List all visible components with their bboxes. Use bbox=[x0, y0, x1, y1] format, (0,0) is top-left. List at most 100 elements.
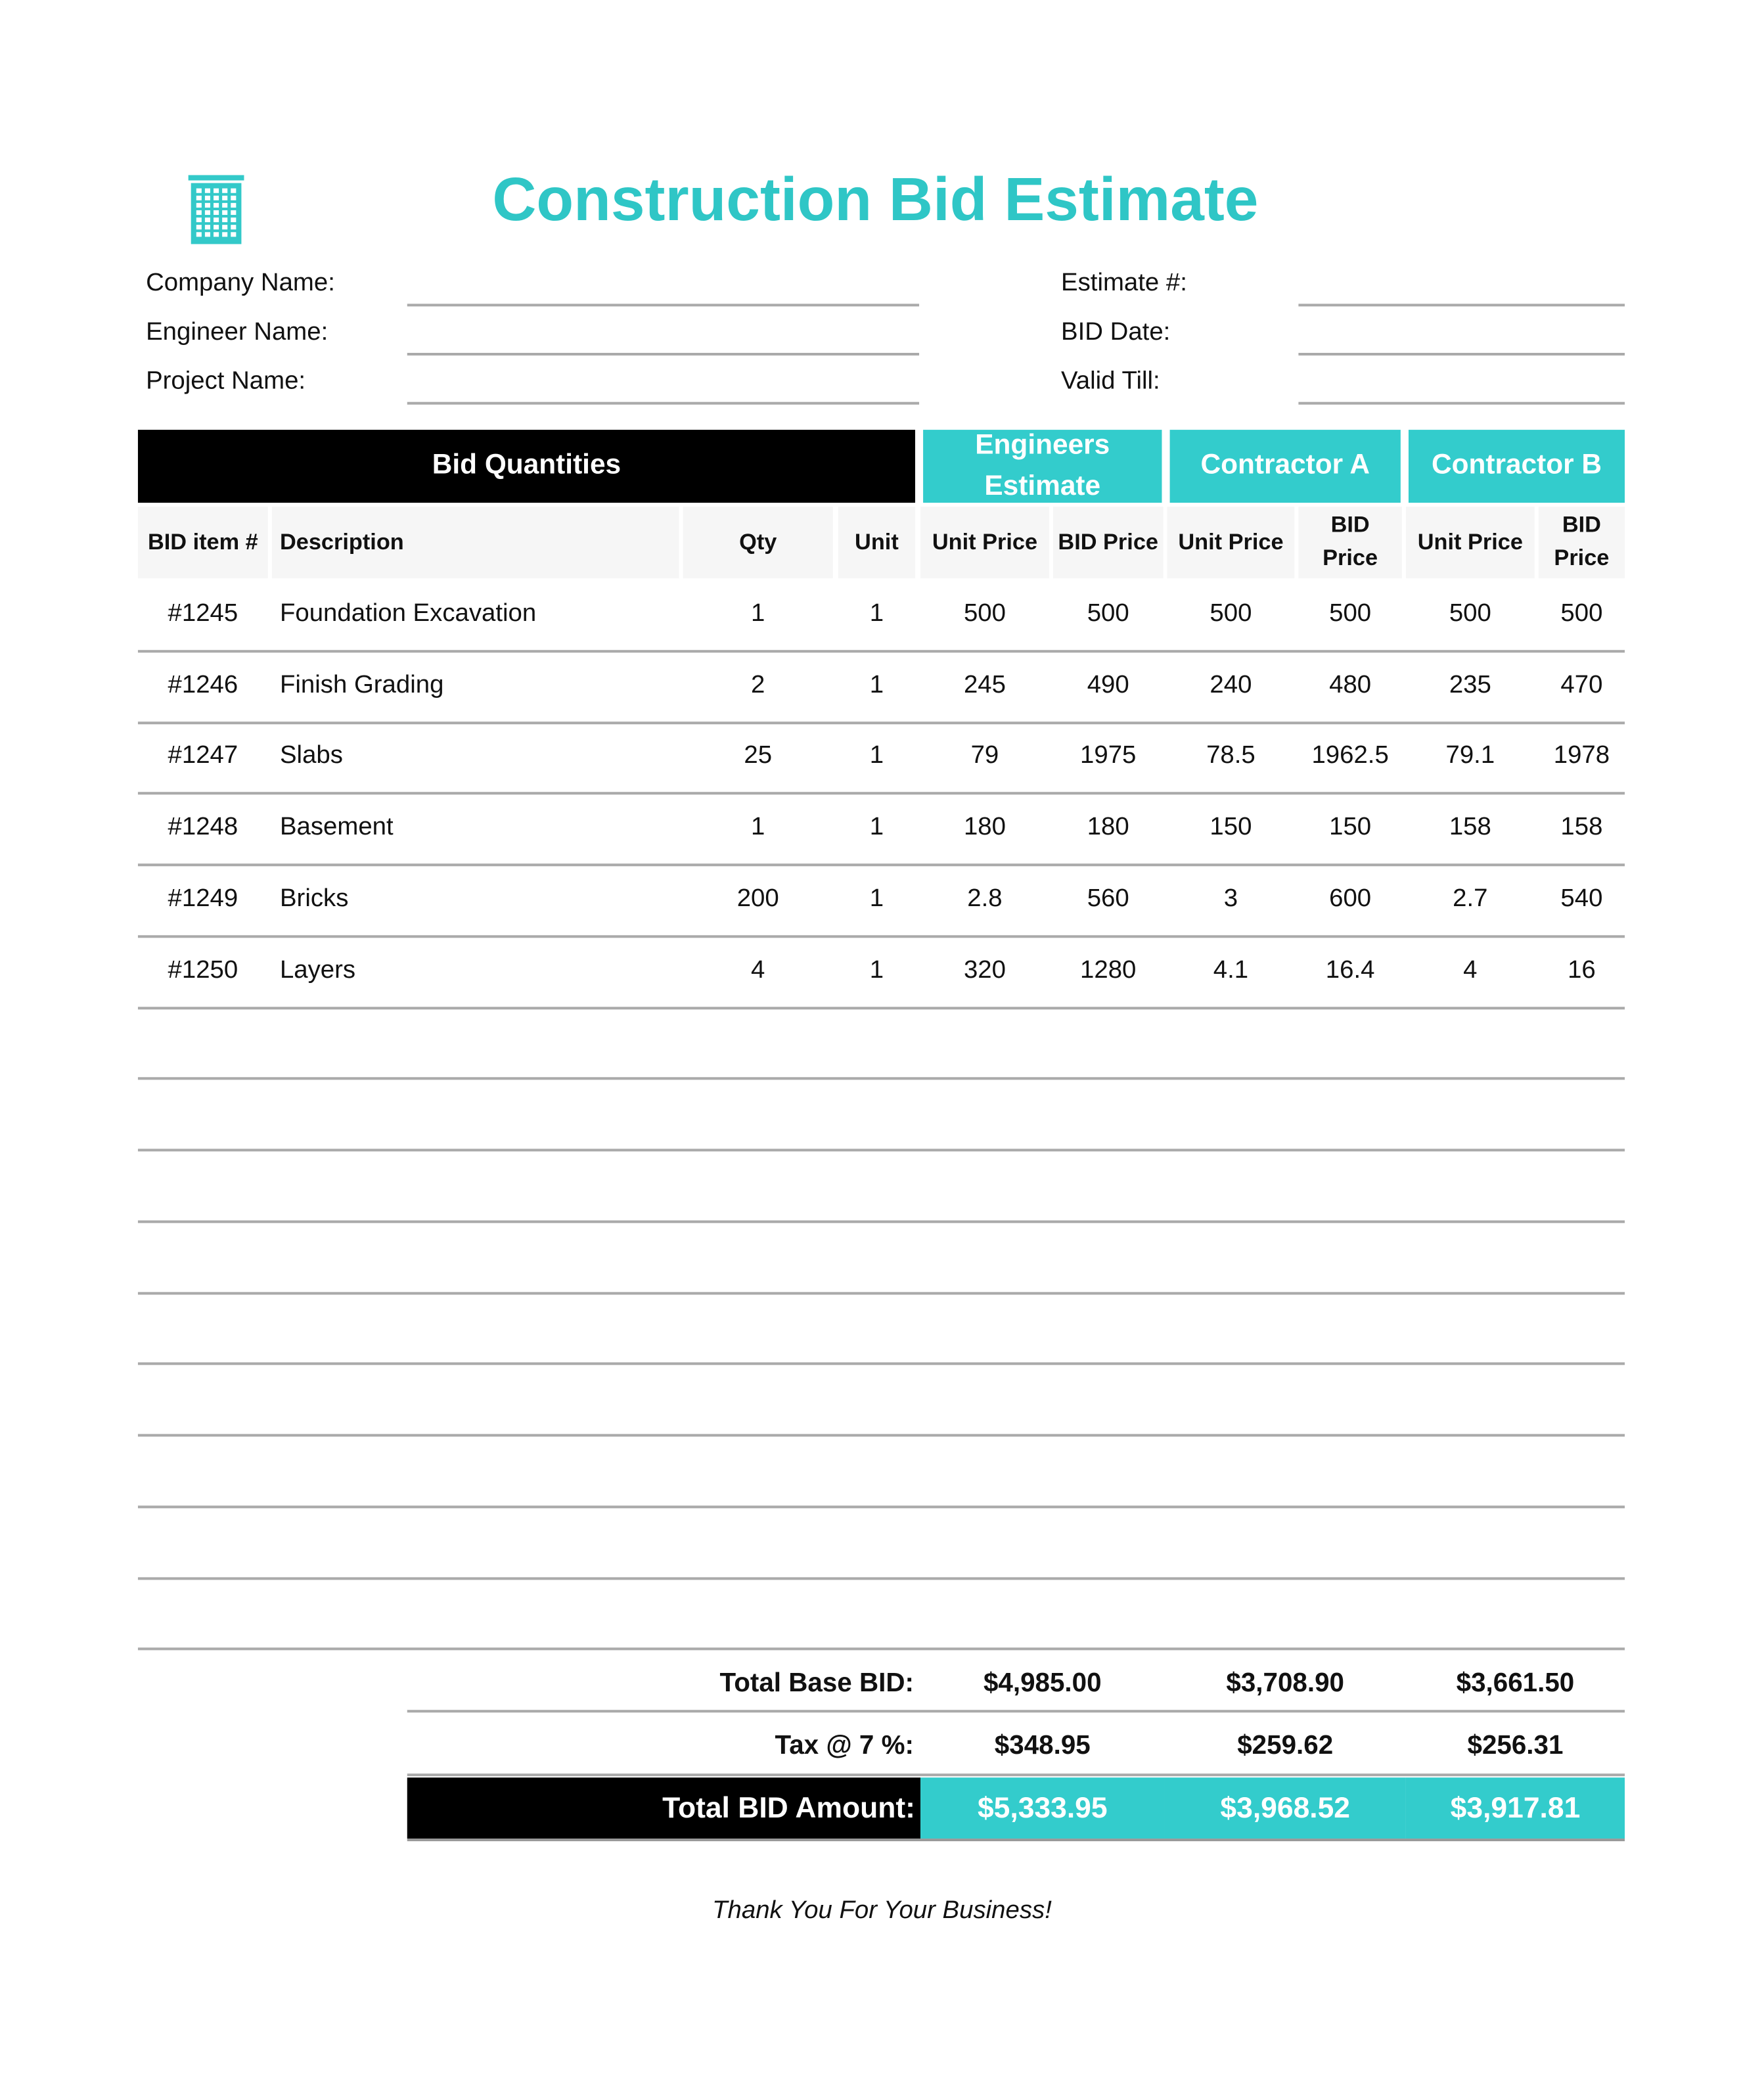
rule bbox=[137, 1149, 1625, 1152]
cell: 560 bbox=[1087, 884, 1129, 913]
total-label: Total BID Amount: bbox=[407, 1777, 921, 1839]
cell: 1 bbox=[869, 955, 884, 984]
cell: 1 bbox=[751, 813, 765, 842]
total-label: Total Base BID: bbox=[719, 1668, 914, 1698]
rule bbox=[137, 1220, 1625, 1223]
cell: 25 bbox=[744, 742, 773, 770]
field-label: Engineer Name: bbox=[146, 318, 328, 346]
rule bbox=[137, 721, 1625, 724]
rule bbox=[407, 1710, 1625, 1713]
cell: 4 bbox=[1463, 955, 1478, 984]
cell: 4 bbox=[751, 955, 765, 984]
total-value: $5,333.95 bbox=[920, 1777, 1165, 1839]
cell: #1249 bbox=[168, 884, 238, 913]
rule bbox=[1298, 353, 1625, 356]
total-value: $259.62 bbox=[1237, 1730, 1334, 1760]
cell: 500 bbox=[963, 599, 1006, 628]
rule bbox=[137, 1434, 1625, 1437]
rule bbox=[137, 1576, 1625, 1580]
cell: 470 bbox=[1560, 670, 1603, 699]
cell: 480 bbox=[1329, 670, 1372, 699]
column-header: Unit Price bbox=[920, 507, 1049, 579]
cell: 16 bbox=[1568, 955, 1596, 984]
cell: 1280 bbox=[1080, 955, 1137, 984]
cell: 235 bbox=[1449, 670, 1491, 699]
column-header: BID Price bbox=[1052, 507, 1164, 579]
cell: Slabs bbox=[279, 742, 343, 770]
total-value: $3,968.52 bbox=[1164, 1777, 1406, 1839]
cell: 150 bbox=[1329, 813, 1372, 842]
total-value: $4,985.00 bbox=[983, 1668, 1102, 1698]
cell: 158 bbox=[1560, 813, 1603, 842]
rule bbox=[137, 1006, 1625, 1009]
cell: 1962.5 bbox=[1311, 742, 1389, 770]
cell: 1 bbox=[869, 670, 884, 699]
total-value: $3,917.81 bbox=[1405, 1777, 1625, 1839]
column-header: Unit Price bbox=[1167, 507, 1295, 579]
total-value: $3,708.90 bbox=[1226, 1668, 1345, 1698]
cell: 16.4 bbox=[1325, 955, 1375, 984]
cell: Layers bbox=[279, 955, 356, 984]
cell: 2 bbox=[751, 670, 765, 699]
rule bbox=[407, 1839, 1625, 1842]
title: Construction Bid Estimate bbox=[492, 164, 1259, 234]
rule bbox=[137, 1647, 1625, 1651]
cell: 79.1 bbox=[1445, 742, 1495, 770]
field-label: Company Name: bbox=[146, 269, 335, 298]
column-header: Description bbox=[271, 507, 679, 579]
building-icon bbox=[188, 175, 244, 244]
cell: 500 bbox=[1087, 599, 1129, 628]
group-header: Engineers Estimate bbox=[923, 430, 1162, 503]
rule bbox=[137, 1362, 1625, 1365]
cell: 320 bbox=[963, 955, 1006, 984]
cell: 2.8 bbox=[967, 884, 1003, 913]
rule bbox=[137, 1291, 1625, 1294]
rule bbox=[137, 649, 1625, 652]
column-header: BID Price bbox=[1298, 507, 1402, 579]
column-header: Qty bbox=[683, 507, 833, 579]
cell: 1 bbox=[869, 742, 884, 770]
cell: 78.5 bbox=[1206, 742, 1255, 770]
cell: 1 bbox=[869, 884, 884, 913]
total-value: $348.95 bbox=[994, 1730, 1091, 1760]
cell: Foundation Excavation bbox=[279, 599, 537, 628]
cell: 500 bbox=[1560, 599, 1603, 628]
rule bbox=[137, 863, 1625, 867]
group-header: Contractor B bbox=[1408, 430, 1625, 503]
rule bbox=[137, 792, 1625, 795]
cell: Finish Grading bbox=[279, 670, 444, 699]
cell: 600 bbox=[1329, 884, 1372, 913]
cell: 180 bbox=[963, 813, 1006, 842]
cell: #1248 bbox=[168, 813, 238, 842]
cell: 245 bbox=[963, 670, 1006, 699]
cell: 540 bbox=[1560, 884, 1603, 913]
total-value: $3,661.50 bbox=[1456, 1668, 1575, 1698]
rule bbox=[137, 934, 1625, 938]
total-value: $256.31 bbox=[1467, 1730, 1564, 1760]
cell: Basement bbox=[279, 813, 394, 842]
cell: 150 bbox=[1210, 813, 1252, 842]
rule bbox=[407, 1773, 1625, 1777]
cell: 200 bbox=[736, 884, 779, 913]
cell: 3 bbox=[1223, 884, 1238, 913]
column-header: BID Price bbox=[1538, 507, 1625, 579]
field-label: Estimate #: bbox=[1061, 269, 1187, 298]
cell: 500 bbox=[1449, 599, 1491, 628]
column-header: Unit Price bbox=[1405, 507, 1535, 579]
cell: 490 bbox=[1087, 670, 1129, 699]
cell: 240 bbox=[1210, 670, 1252, 699]
field-label: Valid Till: bbox=[1061, 367, 1160, 396]
rule bbox=[137, 1077, 1625, 1080]
cell: #1245 bbox=[168, 599, 238, 628]
total-label: Tax @ 7 %: bbox=[775, 1730, 914, 1760]
cell: Bricks bbox=[279, 884, 349, 913]
cell: 4.1 bbox=[1213, 955, 1249, 984]
group-header: Contractor A bbox=[1169, 430, 1401, 503]
rule bbox=[1298, 401, 1625, 405]
cell: #1250 bbox=[168, 955, 238, 984]
cell: 1 bbox=[869, 599, 884, 628]
column-header: BID item # bbox=[137, 507, 268, 579]
cell: 1 bbox=[751, 599, 765, 628]
